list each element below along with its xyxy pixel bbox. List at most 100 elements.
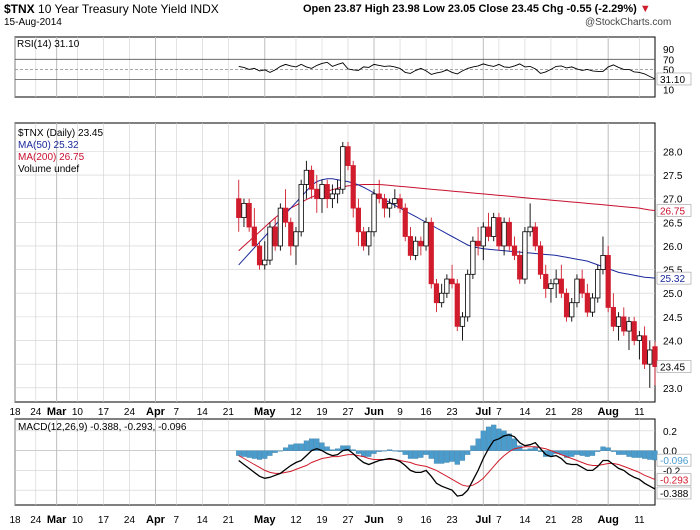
candle-body bbox=[366, 231, 372, 247]
rsi-current-label-box bbox=[656, 72, 692, 86]
macd-histogram-bar bbox=[272, 450, 278, 453]
macd-histogram-bar bbox=[470, 445, 476, 451]
price-x-tick-label: 28 bbox=[571, 407, 583, 418]
macd-histogram-bar bbox=[621, 450, 627, 455]
candle-body bbox=[355, 207, 362, 233]
candle-body bbox=[397, 198, 403, 209]
macd-x-tick-label: 10 bbox=[72, 515, 84, 526]
macd-histogram-bar bbox=[475, 438, 481, 451]
candle-body bbox=[444, 278, 450, 294]
candle-body bbox=[361, 231, 367, 247]
candle-body bbox=[236, 198, 242, 218]
price-x-tick-label: 27 bbox=[342, 407, 354, 418]
candle-body bbox=[553, 278, 559, 285]
candle-body bbox=[308, 169, 315, 190]
candle-body bbox=[470, 240, 476, 275]
price-x-tick-label: 21 bbox=[545, 407, 557, 418]
price-x-tick-label: Aug bbox=[597, 406, 618, 418]
macd-histogram-bar bbox=[428, 450, 434, 459]
price-tick-label: 27.0 bbox=[663, 195, 683, 206]
candle-body bbox=[402, 207, 408, 237]
macd-histogram-bar bbox=[293, 443, 299, 451]
macd-x-tick-label: 14 bbox=[519, 515, 531, 526]
ma50-legend: MA(50) 25.32 bbox=[18, 140, 79, 151]
candle-body bbox=[298, 184, 304, 233]
candle-body bbox=[376, 193, 382, 200]
price-x-tick-label: 19 bbox=[316, 407, 328, 418]
macd-histogram-bar bbox=[251, 450, 257, 459]
candle-body bbox=[454, 283, 460, 327]
macd-x-tick-label: 7 bbox=[496, 515, 502, 526]
macd-histogram-bar bbox=[600, 446, 606, 451]
macd-current-label-box bbox=[656, 486, 692, 500]
macd-histogram-bar bbox=[257, 450, 263, 460]
price-x-tick-label: May bbox=[254, 406, 276, 418]
candle-body bbox=[282, 207, 289, 223]
candle-body bbox=[335, 188, 341, 195]
price-x-tick-label: 11 bbox=[634, 407, 645, 418]
candle-body bbox=[288, 221, 294, 247]
candle-body bbox=[574, 278, 580, 304]
macd-x-tick-label: May bbox=[254, 514, 276, 526]
macd-histogram-bar bbox=[335, 448, 341, 451]
candle-body bbox=[392, 198, 398, 204]
rsi-current-label: 31.10 bbox=[660, 75, 685, 86]
price-tick-label: 23.0 bbox=[663, 384, 683, 395]
price-x-tick-label: 24 bbox=[124, 407, 136, 418]
candle-body bbox=[423, 221, 429, 247]
macd-tick-label: -0.2 bbox=[663, 466, 681, 477]
candle-body bbox=[496, 217, 502, 247]
candle-body bbox=[480, 226, 486, 247]
candle-body bbox=[636, 335, 642, 341]
candle-body bbox=[569, 302, 575, 318]
candle-body bbox=[246, 202, 252, 228]
price-tick-label: 28.0 bbox=[663, 147, 683, 158]
macd-current-label: -0.388 bbox=[660, 489, 689, 500]
signal-line bbox=[238, 446, 656, 487]
signal-current-label-box bbox=[656, 473, 692, 486]
candle-body bbox=[319, 184, 325, 200]
macd-histogram-bar bbox=[563, 450, 570, 458]
macd-x-tick-label: 23 bbox=[447, 515, 459, 526]
macd-histogram-bar bbox=[595, 450, 601, 452]
candle-body bbox=[272, 226, 278, 247]
candle-body bbox=[449, 278, 455, 285]
macd-histogram-bar bbox=[590, 450, 596, 456]
macd-histogram-bar bbox=[314, 438, 320, 451]
candle-body bbox=[475, 240, 481, 247]
macd-histogram-bar bbox=[418, 450, 424, 458]
macd-histogram-bar bbox=[522, 449, 528, 451]
ma200-legend: MA(200) 26.75 bbox=[18, 152, 85, 163]
macd-histogram-bar bbox=[277, 450, 283, 452]
candle-body bbox=[511, 245, 518, 256]
price-current-label-box bbox=[656, 360, 692, 373]
macd-histogram-bar bbox=[288, 444, 294, 451]
macd-x-tick-label: 19 bbox=[316, 515, 328, 526]
price-tick-label: 26.0 bbox=[663, 242, 683, 253]
candle-body bbox=[501, 221, 507, 247]
macd-histogram-bar bbox=[439, 450, 445, 464]
candle-body bbox=[387, 202, 393, 209]
macd-histogram-bar bbox=[309, 438, 315, 451]
price-x-tick-label: 17 bbox=[98, 407, 110, 418]
candle-body bbox=[293, 231, 299, 247]
candle-body bbox=[381, 198, 388, 209]
rsi-tick-label: 50 bbox=[663, 65, 675, 76]
macd-histogram-bar bbox=[642, 450, 648, 459]
macd-histogram-bar bbox=[413, 450, 419, 459]
macd-histogram-bar bbox=[355, 450, 361, 454]
price-x-tick-label: Jun bbox=[364, 406, 384, 418]
candle-body bbox=[537, 245, 544, 275]
candle-body bbox=[506, 221, 512, 247]
candle-body bbox=[558, 278, 564, 294]
histogram-current-label-box bbox=[656, 453, 692, 467]
candle-body bbox=[532, 226, 538, 247]
down-arrow-icon: ▼ bbox=[639, 3, 651, 15]
candle-body bbox=[407, 236, 414, 256]
price-tick-label: 27.5 bbox=[663, 171, 683, 182]
price-x-tick-label: 16 bbox=[420, 407, 432, 418]
macd-histogram-bar bbox=[433, 450, 440, 464]
macd-histogram-bar bbox=[527, 448, 533, 451]
price-x-tick-label: Jul bbox=[475, 406, 491, 418]
